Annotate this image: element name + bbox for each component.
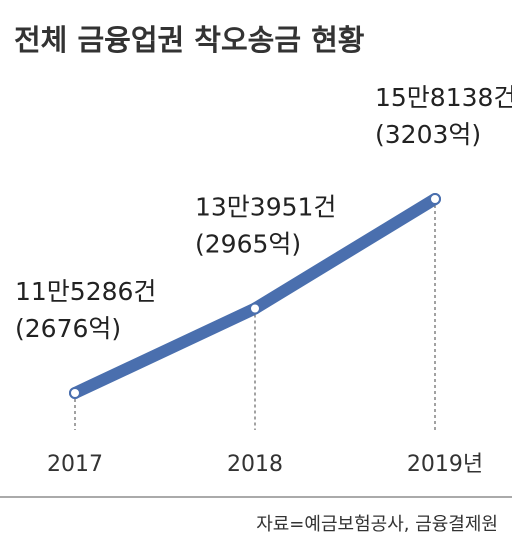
x-tick-label: 2019년 xyxy=(407,452,483,477)
x-tick-label: 2017 xyxy=(47,452,103,477)
point-marker xyxy=(429,193,441,205)
amount-label: (2676억) xyxy=(15,314,121,343)
amount-label: (2965억) xyxy=(195,229,301,258)
x-tick-label: 2018 xyxy=(227,452,283,477)
value-label: 13만3951건 xyxy=(195,192,336,221)
value-label: 15만8138건 xyxy=(375,83,512,112)
amount-label: (3203억) xyxy=(375,120,481,149)
chart-title: 전체 금융업권 착오송금 현황 xyxy=(14,23,365,57)
value-label: 11만5286건 xyxy=(15,277,156,306)
point-marker xyxy=(69,387,81,399)
source: 자료=예금보험공사, 금융결제원 xyxy=(256,514,498,535)
point-marker xyxy=(249,302,261,315)
